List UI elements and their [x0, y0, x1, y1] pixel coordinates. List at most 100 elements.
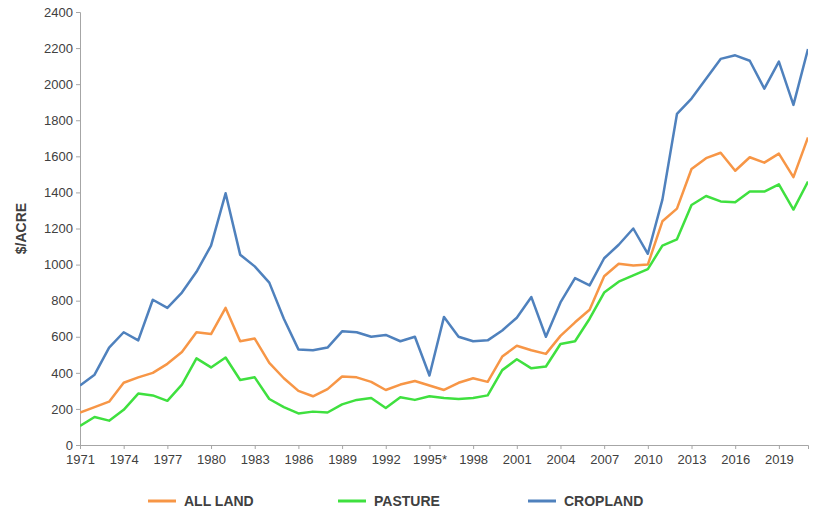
x-tick-mark: [560, 445, 561, 449]
y-tick-label: 400: [51, 365, 73, 380]
y-tick-label: 1200: [44, 221, 73, 236]
y-tick-label: 0: [66, 438, 73, 453]
y-tick: 800: [51, 293, 80, 308]
x-tick: 1974: [110, 445, 139, 467]
x-tick: 2001: [503, 445, 532, 467]
x-tick: 2010: [634, 445, 663, 467]
x-tick-label: 1992: [372, 452, 401, 467]
y-tick-mark: [76, 48, 80, 49]
x-tick: 1977: [153, 445, 182, 467]
x-tick-label: 1971: [66, 452, 95, 467]
x-tick-label: 1980: [197, 452, 226, 467]
y-tick: 1000: [44, 257, 80, 272]
x-tick: 1971: [66, 445, 95, 467]
y-tick-label: 800: [51, 293, 73, 308]
x-tick: 1995*: [413, 445, 447, 467]
x-tick: 2007: [590, 445, 619, 467]
x-tick: 2004: [547, 445, 576, 467]
y-tick-label: 1000: [44, 257, 73, 272]
x-tick: 2019: [765, 445, 794, 467]
x-tick-mark: [692, 445, 693, 449]
x-tick-mark: [255, 445, 256, 449]
y-tick-mark: [76, 84, 80, 85]
y-tick-mark: [76, 409, 80, 410]
y-tick: 2200: [44, 41, 80, 56]
x-axis: 197119741977198019831986198919921995*199…: [66, 445, 808, 467]
x-tick-label: 1998: [459, 452, 488, 467]
x-axis-line: [81, 446, 809, 450]
x-tick-mark: [124, 445, 125, 449]
y-tick-mark: [76, 301, 80, 302]
series-line: [80, 49, 808, 385]
y-axis: 0 200 400 600 800 1000 1200 1400 1600 1800 2000 220…: [44, 5, 80, 453]
x-tick: 1980: [197, 445, 226, 467]
y-axis-line: [76, 13, 81, 446]
y-tick-mark: [76, 265, 80, 266]
y-tick: 0: [66, 438, 80, 453]
chart: 0 200 400 600 800 1000 1200 1400 1600 1800 2000 220…: [0, 0, 826, 523]
legend: ALL LANDPASTURECROPLAND: [148, 493, 643, 509]
x-tick-mark: [604, 445, 605, 449]
x-tick-label: 1974: [110, 452, 139, 467]
y-tick-label: 200: [51, 402, 73, 417]
x-tick-label: 1995*: [413, 452, 447, 467]
y-tick: 2400: [44, 5, 80, 20]
y-tick: 200: [51, 402, 80, 417]
x-tick-mark: [648, 445, 649, 449]
y-tick-label: 1400: [44, 185, 73, 200]
x-tick: 1992: [372, 445, 401, 467]
x-tick-label: 2007: [590, 452, 619, 467]
x-tick-label: 1977: [153, 452, 182, 467]
x-tick-mark: [386, 445, 387, 449]
x-tick-mark: [342, 445, 343, 449]
legend-item: PASTURE: [338, 493, 440, 509]
lines: [80, 49, 808, 426]
x-tick-label: 1986: [284, 452, 313, 467]
y-tick: 1800: [44, 113, 80, 128]
y-tick: 1400: [44, 185, 80, 200]
x-tick-label: 1989: [328, 452, 357, 467]
x-tick: 1986: [284, 445, 313, 467]
y-tick-label: 600: [51, 329, 73, 344]
x-tick-mark: [211, 445, 212, 449]
x-tick-mark: [517, 445, 518, 449]
x-tick-label: 2001: [503, 452, 532, 467]
y-tick-mark: [76, 120, 80, 121]
series-line: [80, 182, 808, 426]
legend-swatch: [338, 500, 366, 503]
y-axis-title: $/ACRE: [13, 203, 29, 254]
x-tick-mark: [298, 445, 299, 449]
x-tick-label: 2019: [765, 452, 794, 467]
x-tick: 1989: [328, 445, 357, 467]
y-tick-mark: [76, 373, 80, 374]
y-tick-label: 2400: [44, 5, 73, 20]
x-tick-label: 2010: [634, 452, 663, 467]
y-tick: 1600: [44, 149, 80, 164]
x-tick-mark: [429, 445, 430, 449]
y-tick-mark: [76, 12, 80, 13]
y-tick-mark: [76, 192, 80, 193]
legend-item: ALL LAND: [148, 493, 254, 509]
legend-label: PASTURE: [374, 493, 440, 509]
x-tick-label: 2016: [721, 452, 750, 467]
y-tick: 1200: [44, 221, 80, 236]
y-tick: 600: [51, 329, 80, 344]
y-tick-mark: [76, 337, 80, 338]
y-tick-label: 1600: [44, 149, 73, 164]
y-tick-label: 2200: [44, 41, 73, 56]
y-tick: 2000: [44, 77, 80, 92]
x-tick-mark: [735, 445, 736, 449]
legend-label: ALL LAND: [184, 493, 254, 509]
x-tick: 2013: [678, 445, 707, 467]
x-tick-mark: [167, 445, 168, 449]
legend-swatch: [528, 500, 556, 503]
x-tick-label: 2004: [547, 452, 576, 467]
x-tick-mark: [80, 445, 81, 449]
y-tick-mark: [76, 445, 80, 446]
x-tick-label: 2013: [678, 452, 707, 467]
x-tick: 2016: [721, 445, 750, 467]
x-tick-mark: [473, 445, 474, 449]
legend-swatch: [148, 500, 176, 503]
y-tick-mark: [76, 229, 80, 230]
y-tick-label: 1800: [44, 113, 73, 128]
